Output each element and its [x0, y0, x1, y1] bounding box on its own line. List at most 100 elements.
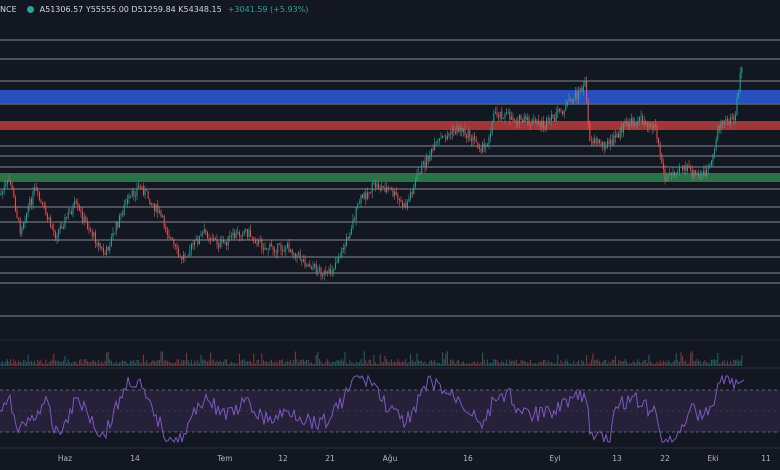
- candle-body: [419, 173, 421, 174]
- volume-bar: [712, 359, 714, 366]
- volume-bar: [285, 361, 287, 366]
- volume-bar: [315, 354, 317, 366]
- candle-body: [662, 163, 664, 170]
- symbol-label[interactable]: NCE: [0, 4, 17, 14]
- volume-bar: [88, 362, 90, 366]
- volume-bar: [693, 361, 695, 366]
- candle-body: [566, 101, 568, 105]
- candle-body: [730, 117, 732, 125]
- candle-body: [714, 148, 716, 155]
- volume-bar: [38, 361, 40, 366]
- candle-body: [109, 246, 111, 251]
- volume-bar: [610, 363, 612, 366]
- candle-body: [11, 184, 13, 189]
- red-resistance-zone[interactable]: [0, 121, 780, 130]
- candle-body: [451, 128, 453, 135]
- volume-bar: [478, 363, 480, 366]
- candle-body: [139, 185, 141, 187]
- volume-bar: [277, 362, 279, 366]
- volume-bar: [446, 351, 448, 366]
- volume-bar: [366, 363, 368, 366]
- volume-bar: [138, 360, 140, 366]
- candle-body: [114, 232, 116, 234]
- candle-body: [618, 133, 620, 138]
- volume-bar: [698, 361, 700, 366]
- candle-body: [288, 243, 290, 253]
- blue-resistance-zone[interactable]: [0, 90, 780, 104]
- volume-bar: [45, 359, 47, 366]
- volume-bar: [565, 359, 567, 366]
- volume-bar: [706, 362, 708, 366]
- volume-bar: [405, 359, 407, 366]
- volume-bar: [659, 360, 661, 366]
- volume-bar: [603, 359, 605, 366]
- volume-bar: [99, 363, 101, 366]
- volume-bar: [507, 363, 509, 366]
- candle-body: [694, 170, 696, 175]
- candle-body: [219, 241, 221, 248]
- volume-bar: [173, 363, 175, 366]
- volume-bar: [251, 363, 253, 366]
- candle-body: [352, 219, 354, 229]
- volume-bar: [558, 363, 560, 366]
- candle-body: [445, 135, 447, 140]
- candle-body: [221, 239, 223, 242]
- time-axis-label: 13: [612, 454, 622, 463]
- candle-body: [683, 165, 685, 170]
- candle-body: [504, 113, 506, 119]
- volume-bar: [642, 361, 644, 366]
- volume-bar: [736, 359, 738, 366]
- candle-body: [5, 183, 7, 187]
- candle-body: [30, 198, 32, 205]
- candle-body: [725, 118, 727, 121]
- volume-bar: [498, 362, 500, 366]
- candle-body: [538, 120, 540, 124]
- candle-body: [533, 119, 535, 121]
- candle-body: [85, 216, 87, 222]
- volume-bar: [189, 362, 191, 366]
- candle-body: [667, 174, 669, 179]
- volume-bar: [85, 359, 87, 366]
- volume-bar: [48, 362, 50, 366]
- candle-body: [594, 138, 596, 144]
- volume-bar: [562, 363, 564, 366]
- volume-bar: [133, 360, 135, 366]
- volume-bar: [680, 352, 682, 366]
- volume-bar: [227, 363, 229, 366]
- volume-bar: [618, 360, 620, 366]
- volume-bar: [258, 359, 260, 366]
- volume-bar: [80, 359, 82, 366]
- time-axis[interactable]: Haz 14 Tem 12 21 Ağu 16 Eyl 13 22 Eki 11: [58, 454, 771, 463]
- candle-body: [720, 122, 722, 129]
- volume-bar: [626, 361, 628, 366]
- candle-body: [13, 188, 15, 198]
- candle-body: [266, 248, 268, 250]
- volume-bar: [664, 361, 666, 366]
- candle-body: [104, 253, 106, 255]
- volume-bar: [302, 359, 304, 366]
- volume-bar: [146, 360, 148, 366]
- candle-body: [506, 112, 508, 114]
- candle-body: [386, 187, 388, 192]
- candle-body: [16, 210, 18, 218]
- candle-body: [93, 232, 95, 237]
- candle-body: [490, 133, 492, 138]
- candle-body: [555, 112, 557, 122]
- volume-bar: [688, 362, 690, 366]
- volume-bar: [483, 359, 485, 366]
- candle-body: [459, 127, 461, 132]
- volume-bar: [486, 359, 488, 366]
- candle-body: [414, 180, 416, 187]
- volume-bar: [195, 362, 197, 366]
- volume-bar: [157, 359, 159, 366]
- candle-body: [731, 117, 733, 118]
- volume-bar: [219, 360, 221, 366]
- candle-body: [450, 133, 452, 135]
- candle-body: [405, 203, 407, 208]
- green-support-zone[interactable]: [0, 173, 780, 182]
- candle-body: [128, 195, 130, 200]
- candle-body: [534, 119, 536, 123]
- volume-bar: [77, 363, 79, 366]
- candle-body: [194, 240, 196, 246]
